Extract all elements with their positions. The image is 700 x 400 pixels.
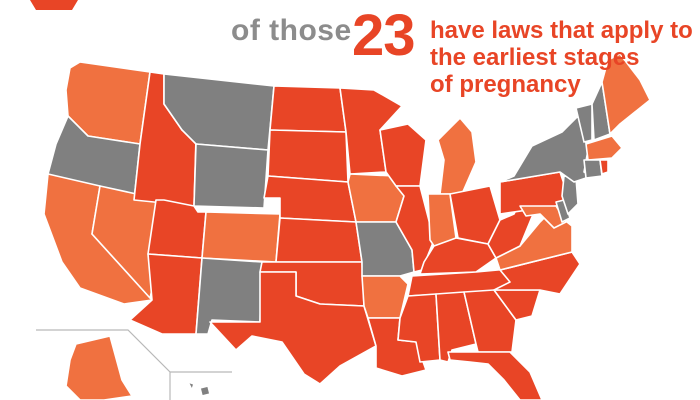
state-delaware: [555, 199, 571, 223]
state-michigan: [437, 117, 477, 195]
state-vermont: [575, 103, 593, 143]
state-alaska: [65, 335, 133, 400]
state-colorado: [201, 211, 281, 263]
caption-line-1: have laws that apply to: [430, 17, 693, 44]
caption-line-2: the earliest stages: [430, 44, 640, 71]
state-maryland: [519, 205, 567, 229]
state-count-number: 23: [352, 3, 416, 68]
state-connecticut: [583, 159, 603, 179]
state-illinois: [395, 185, 435, 273]
state-kansas: [275, 217, 363, 263]
state-north-dakota: [269, 85, 347, 133]
state-hawaii-island: [199, 385, 211, 397]
state-rhode-island: [599, 159, 609, 175]
state-south-dakota: [267, 129, 349, 183]
caption-description: have laws that apply to the earliest sta…: [430, 17, 700, 98]
state-texas: [209, 271, 377, 385]
alaska-inset-frame: [36, 329, 171, 400]
state-utah: [147, 199, 207, 259]
state-massachusetts: [585, 135, 623, 161]
state-north-carolina: [493, 251, 581, 295]
state-florida: [447, 351, 543, 400]
caption-prefix: of those: [231, 14, 352, 47]
state-arkansas: [361, 275, 409, 319]
state-wyoming: [193, 143, 269, 209]
state-new-york: [499, 115, 593, 183]
header-banner-fragment: [30, 0, 78, 10]
state-hawaii: [187, 381, 195, 391]
state-maine: [601, 53, 651, 135]
caption-line-3: of pregnancy: [430, 71, 581, 98]
